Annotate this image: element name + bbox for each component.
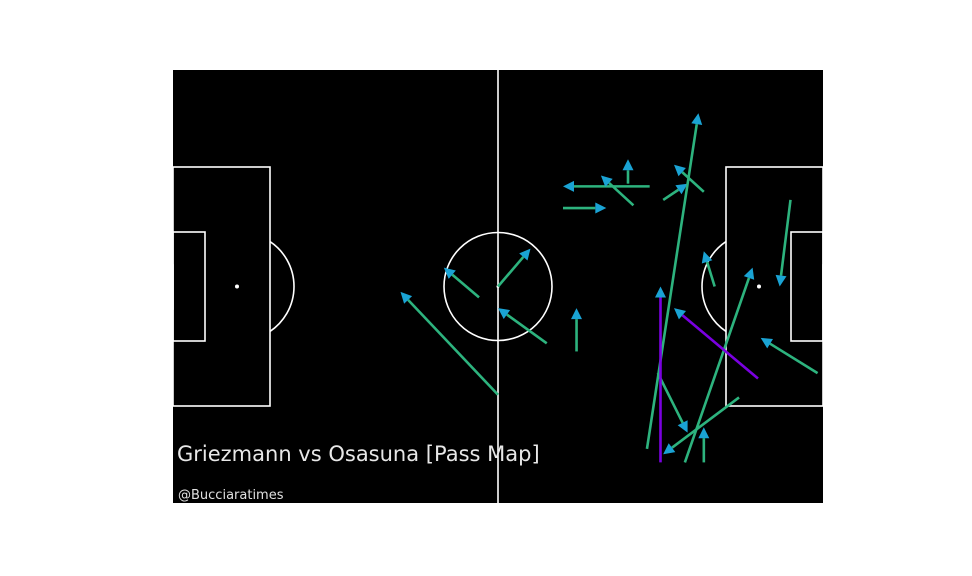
pass-arrowhead [571,308,582,320]
pass-arrow-8 [600,175,635,207]
pass-line [681,171,705,193]
pass-arrow-1 [400,291,499,396]
pass-line [451,273,480,299]
left-goal [168,264,174,310]
right-penalty-arc [701,240,727,333]
pass-arrow-6 [563,202,607,214]
pass-arrow-13 [656,372,688,433]
credit-label: @Bucciaratimes [178,488,284,503]
pass-line [608,182,635,207]
pass-line [656,372,684,424]
pass-arrowhead [674,164,686,177]
pass-arrowhead [760,337,773,349]
passes-layer [400,113,819,463]
pass-arrowhead [674,308,686,320]
pass-arrow-11 [674,164,705,193]
pass-arrow-3 [497,248,531,288]
pass-arrowhead [400,291,413,304]
pass-line [645,123,699,450]
right-penalty-spot [757,284,761,289]
pass-arrow-18 [775,199,792,287]
pass-line [407,299,499,396]
pass-line [662,188,680,201]
pass-arrowhead [519,248,531,261]
pass-arrow-9 [622,159,634,184]
pass-line [705,261,716,287]
pass-arrowhead [622,159,634,171]
pass-arrow-4 [498,308,548,345]
pass-arrowhead [498,308,511,319]
pass-arrow-2 [443,267,480,299]
pass-arrow-15 [663,396,740,455]
pass-arrow-20 [655,286,666,463]
pass-arrowhead [775,274,787,287]
pass-line [506,313,548,345]
center-circle [443,231,553,342]
pass-arrowhead [743,267,755,280]
pass-arrow-10 [662,183,688,201]
pass-arrowhead [563,180,574,192]
chart-title: Griezmann vs Osasuna [Pass Map] [177,442,540,466]
pass-line [671,396,740,449]
right-goal [822,264,828,310]
pass-line [779,199,792,276]
pass-arrowhead [677,420,688,433]
pass-line [769,342,819,375]
pass-line [497,256,525,288]
pass-arrowhead [663,443,676,455]
pass-arrow-19 [760,337,819,375]
pass-arrow-17 [701,251,716,287]
pass-arrowhead [698,427,710,439]
pass-arrow-5 [571,308,582,352]
pass-arrowhead [675,183,688,195]
pass-arrowhead [691,113,703,125]
pass-arrow-12 [645,113,703,450]
pass-arrowhead [443,267,456,279]
pass-arrowhead [595,202,607,214]
left-penalty-arc [269,240,295,333]
left-penalty-spot [235,284,239,289]
pass-arrow-16 [698,427,710,463]
pass-arrow-21 [674,308,759,380]
pass-arrowhead [701,251,713,264]
pass-arrowhead [600,175,613,187]
pass-arrowhead [655,286,666,298]
pass-line [681,314,759,380]
